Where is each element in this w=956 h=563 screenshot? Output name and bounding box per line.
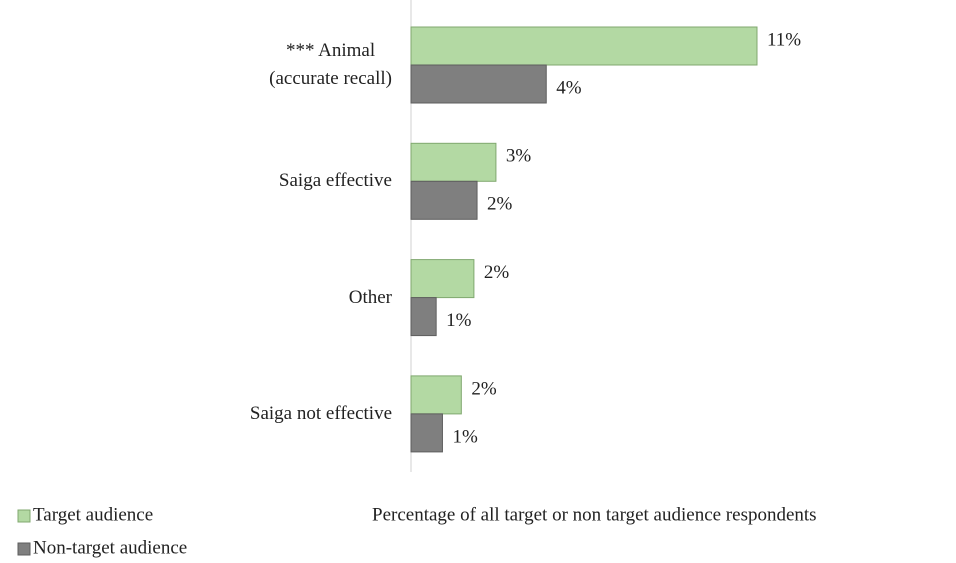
value-label: 2% [484, 262, 510, 283]
bar [410, 297, 437, 337]
category-label: *** Animal (accurate recall) [269, 40, 392, 89]
legend-label: Non-target audience [33, 537, 187, 558]
value-label: 2% [487, 194, 513, 215]
legend-label: Target audience [33, 504, 153, 525]
value-label: 1% [452, 426, 478, 447]
bar [410, 375, 462, 415]
bar [410, 64, 547, 104]
bar [410, 26, 758, 66]
bar [410, 142, 497, 182]
value-label: 4% [556, 77, 582, 98]
category-label: Saiga effective [278, 170, 392, 192]
category-label: Other [348, 286, 392, 308]
category-label: Saiga not effective [249, 402, 392, 424]
value-label: 1% [446, 310, 472, 331]
legend-swatch [17, 542, 31, 556]
axis-title: Percentage of all target or non target a… [372, 504, 817, 525]
bar [410, 259, 475, 299]
value-label: 2% [471, 378, 497, 399]
bar [410, 180, 478, 220]
bar [410, 413, 443, 453]
value-label: 11% [767, 29, 801, 50]
legend-swatch [17, 509, 31, 523]
value-label: 3% [506, 146, 531, 167]
